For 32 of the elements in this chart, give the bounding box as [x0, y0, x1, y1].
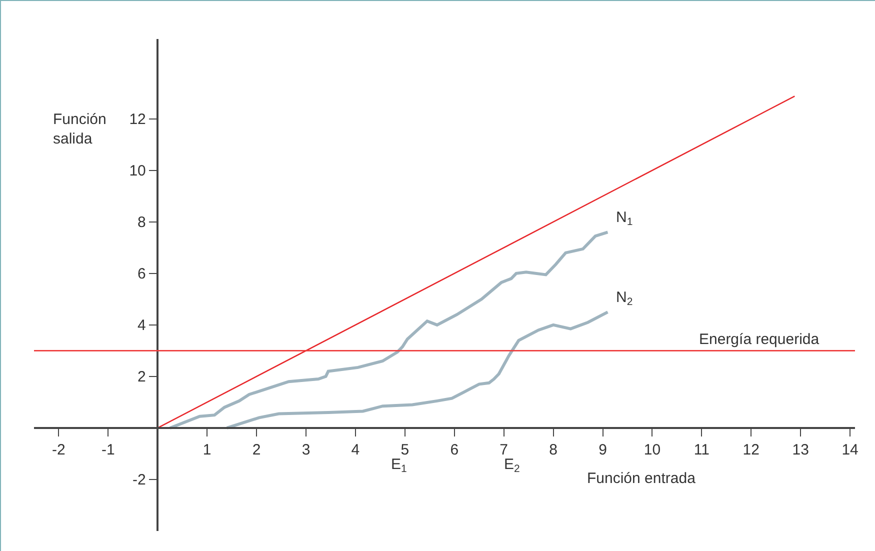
x-tick-label: 5: [400, 442, 410, 459]
annotation: E$_{1}$: [391, 456, 408, 476]
x-tick-label: 13: [792, 442, 809, 459]
x-tick-label: 3: [302, 442, 310, 459]
x-tick-label: 6: [450, 442, 459, 459]
x-tick-label: 12: [742, 442, 760, 459]
x-tick-label: 4: [351, 442, 360, 459]
y-tick-label: -2: [132, 472, 146, 489]
line-series: [168, 230, 610, 430]
x-tick-label: 9: [598, 442, 607, 459]
x-tick-label: 1: [202, 442, 212, 459]
y-axis-title: Función salida: [53, 111, 106, 148]
y-tick-label: 10: [129, 162, 146, 180]
y-tick-label: 12: [129, 111, 146, 128]
y-tick-label: 8: [138, 214, 146, 232]
x-tick-label: 2: [252, 442, 261, 459]
x-tick-label: -2: [52, 442, 66, 459]
series-label: N$_{1}$: [616, 209, 633, 228]
series-label: N$_{2}$: [616, 289, 633, 308]
y-tick-label: 4: [138, 317, 146, 334]
x-tick-label: -1: [102, 442, 115, 459]
x-tick-label: 10: [644, 442, 661, 459]
x-tick-label: 8: [549, 442, 558, 459]
line-series: [225, 310, 610, 430]
x-tick-label: 11: [694, 442, 710, 459]
x-axis-title: Función entrada: [587, 470, 696, 487]
x-tick-label: 7: [500, 442, 508, 459]
y-tick-label: 6: [138, 266, 146, 283]
annotation: E$_{2}$: [504, 456, 520, 476]
x-tick-label: 14: [842, 442, 858, 459]
y-tick-label: 2: [138, 368, 146, 386]
ref-line-label: Energía requerida: [699, 331, 820, 348]
